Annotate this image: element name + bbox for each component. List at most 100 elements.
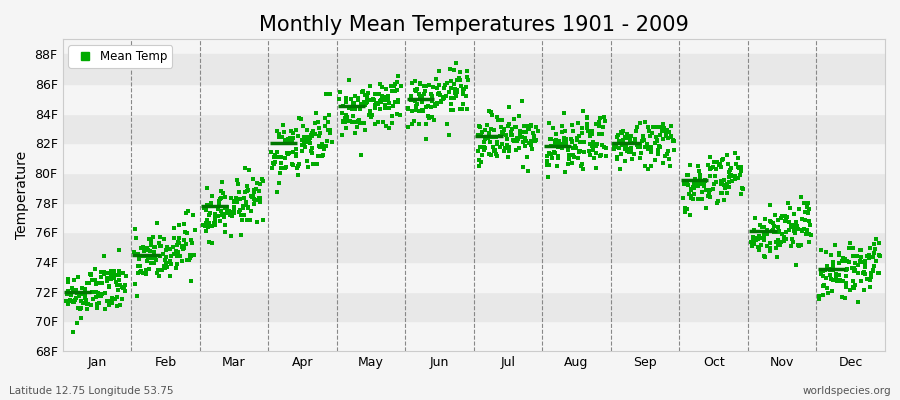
Point: [322, 111, 337, 118]
Point: [384, 83, 399, 89]
Point: [860, 252, 874, 259]
Point: [388, 81, 402, 88]
Point: [74, 314, 88, 321]
Point: [456, 91, 471, 98]
Point: [388, 99, 402, 106]
Point: [163, 246, 177, 252]
Point: [610, 156, 625, 162]
Point: [716, 157, 730, 163]
Point: [179, 257, 194, 263]
Point: [89, 300, 104, 307]
Point: [139, 271, 153, 278]
Point: [558, 168, 572, 175]
Point: [439, 121, 454, 127]
Point: [758, 216, 772, 222]
Point: [797, 217, 812, 223]
Point: [412, 108, 427, 114]
Point: [819, 275, 833, 282]
Point: [366, 96, 381, 102]
Point: [213, 218, 228, 225]
Point: [369, 100, 383, 106]
Point: [677, 181, 691, 187]
Point: [80, 280, 94, 287]
Point: [482, 107, 496, 114]
Point: [687, 181, 701, 188]
Point: [734, 184, 749, 191]
Point: [662, 134, 676, 141]
Point: [231, 209, 246, 216]
Point: [517, 139, 531, 145]
Point: [767, 228, 781, 235]
Point: [136, 253, 150, 259]
Point: [607, 146, 621, 152]
Point: [455, 100, 470, 107]
Point: [572, 133, 586, 139]
Text: worldspecies.org: worldspecies.org: [803, 386, 891, 396]
Point: [347, 106, 362, 112]
Point: [438, 82, 453, 88]
Point: [724, 178, 739, 184]
Point: [320, 138, 335, 144]
Point: [453, 69, 467, 75]
Point: [541, 174, 555, 180]
Point: [678, 205, 692, 212]
Point: [169, 248, 184, 254]
Point: [662, 163, 677, 169]
Point: [240, 204, 255, 210]
Point: [747, 237, 761, 244]
Point: [87, 266, 102, 273]
Point: [176, 242, 190, 249]
Point: [628, 139, 643, 145]
Point: [412, 94, 427, 100]
Point: [364, 114, 378, 120]
Point: [693, 172, 707, 178]
Point: [208, 218, 222, 225]
Point: [66, 299, 80, 305]
Point: [112, 302, 127, 308]
Point: [554, 145, 569, 152]
Point: [67, 289, 81, 295]
Point: [688, 176, 702, 182]
Point: [595, 142, 609, 148]
Point: [582, 152, 597, 158]
Point: [450, 77, 464, 84]
Point: [224, 210, 238, 216]
Point: [418, 103, 433, 110]
Point: [515, 98, 529, 104]
Point: [611, 132, 625, 138]
Point: [214, 212, 229, 219]
Point: [286, 162, 301, 168]
Point: [785, 224, 799, 230]
Point: [572, 148, 587, 154]
Point: [556, 137, 571, 144]
Point: [834, 294, 849, 300]
Point: [861, 255, 876, 261]
Point: [829, 271, 843, 278]
Point: [461, 76, 475, 83]
Point: [814, 247, 828, 253]
Point: [824, 276, 838, 282]
Point: [781, 227, 796, 233]
Point: [587, 155, 601, 162]
Point: [474, 158, 489, 165]
Point: [148, 253, 162, 259]
Point: [564, 138, 579, 144]
Point: [159, 246, 174, 253]
Point: [448, 85, 463, 92]
Point: [723, 172, 737, 179]
Point: [378, 104, 392, 110]
Point: [734, 164, 749, 170]
Point: [79, 296, 94, 303]
Point: [574, 130, 589, 136]
Point: [845, 278, 859, 284]
Point: [760, 243, 774, 250]
Point: [775, 212, 789, 219]
Point: [565, 160, 580, 166]
Point: [144, 260, 158, 266]
Point: [180, 230, 194, 236]
Point: [734, 191, 748, 197]
Point: [423, 91, 437, 97]
Point: [312, 130, 327, 136]
Point: [447, 80, 462, 87]
Point: [298, 144, 312, 150]
